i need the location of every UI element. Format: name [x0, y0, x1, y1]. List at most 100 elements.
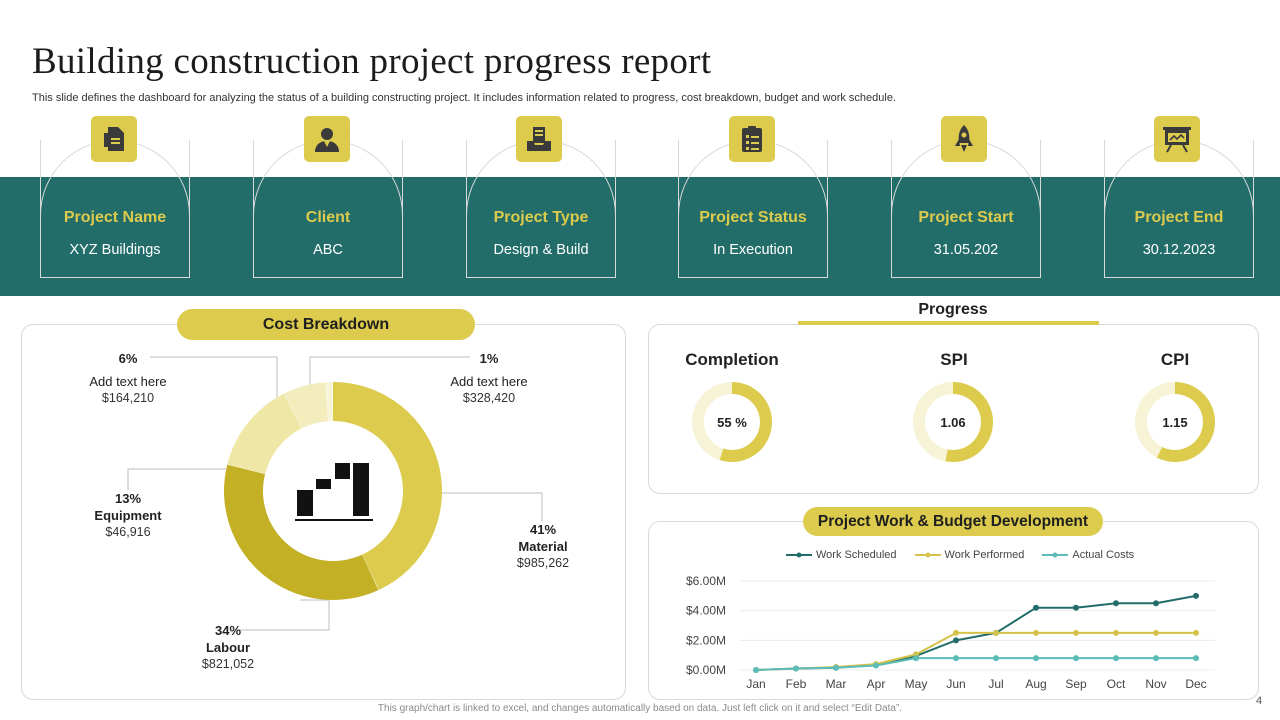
cost-breakdown-title: Cost Breakdown [177, 309, 475, 340]
x-tick-label: Aug [1025, 677, 1046, 691]
x-tick-label: May [905, 677, 928, 691]
document-icon [91, 116, 137, 162]
info-band [0, 177, 1280, 296]
series-line-work-performed [755, 631, 1196, 671]
leader-lines [127, 356, 543, 631]
slice-amount: $164,210 [101, 391, 155, 405]
gauge-value-completion: 55 % [717, 415, 747, 430]
series-point [1153, 629, 1159, 636]
gauge-value-cpi: 1.15 [1162, 415, 1188, 430]
footer-note: This graph/chart is linked to excel, and… [377, 703, 903, 714]
y-tick-label: $0.00M [686, 663, 726, 677]
series-point [1073, 629, 1079, 636]
donut-slice-add-text-here [284, 382, 329, 429]
slice-amount: $328,420 [462, 391, 516, 405]
card-value: Design & Build [493, 242, 589, 258]
series-point [953, 655, 959, 662]
series-point [1073, 655, 1079, 662]
work-budget-line-chart: $0.00M $2.00M $4.00M $6.00M Jan Feb Mar Apr May J… [686, 574, 1215, 691]
gauge-title-cpi: CPI [1160, 350, 1190, 369]
slice-pct: 6% [118, 351, 138, 366]
series-point [873, 662, 879, 669]
legend-label: Work Scheduled [816, 549, 897, 561]
page-number: 4 [1256, 695, 1263, 707]
legend-actual-costs: Actual Costs [1042, 549, 1134, 561]
bar-chart-icon [295, 463, 373, 521]
cost-donut-chart [127, 356, 543, 631]
donut-slice-labour [223, 464, 379, 600]
legend-work-scheduled: Work Scheduled [786, 549, 897, 561]
label-slice-1: 1% Add text here $328,420 [438, 350, 540, 407]
gauge-title-spi: SPI [940, 350, 968, 369]
page-title: Building construction project progress r… [32, 41, 712, 82]
series-point [1033, 604, 1039, 611]
x-tick-label: Dec [1185, 677, 1206, 691]
x-tick-label: Feb [786, 677, 807, 691]
x-tick-label: Mar [826, 677, 847, 691]
slice-pct: 13% [114, 491, 142, 506]
y-tick-label: $6.00M [686, 574, 726, 588]
series-point [1153, 655, 1159, 662]
line-chart-legend: Work Scheduled Work Performed Actual Cos… [786, 549, 1134, 561]
file-tray-icon [516, 116, 562, 162]
series-point [1193, 655, 1199, 662]
slice-name: Add text here [450, 374, 528, 389]
slice-amount: $821,052 [201, 657, 255, 671]
y-tick-label: $4.00M [686, 604, 726, 618]
card-value: XYZ Buildings [69, 242, 161, 258]
series-line-actual-costs [755, 657, 1196, 671]
series-point [953, 629, 959, 636]
label-labour: 34% Labour $821,052 [178, 622, 278, 673]
y-tick-label: $2.00M [686, 633, 726, 647]
slice-name: Add text here [89, 374, 167, 389]
card-value: 31.05.202 [933, 242, 999, 258]
card-label: Project End [1134, 209, 1224, 226]
x-tick-label: Oct [1107, 677, 1126, 691]
card-value: In Execution [713, 242, 793, 258]
x-tick-label: Jul [988, 677, 1003, 691]
rocket-icon [941, 116, 987, 162]
clipboard-checklist-icon [729, 116, 775, 162]
card-label: Project Status [699, 209, 807, 226]
series-point [993, 655, 999, 662]
series-point [953, 637, 959, 644]
slice-pct: 41% [529, 522, 557, 537]
series-point [1113, 600, 1119, 607]
donut-slices [223, 382, 442, 600]
gauge-value-spi: 1.06 [940, 415, 966, 430]
donut-slice-add-text-here [325, 382, 333, 422]
slice-amount: $985,262 [516, 556, 570, 570]
series-point [1033, 629, 1039, 636]
x-tick-label: Jan [746, 677, 765, 691]
series-point [833, 664, 839, 671]
slice-pct: 34% [214, 623, 242, 638]
label-equipment: 13% Equipment $46,916 [78, 490, 178, 541]
series-point [753, 667, 759, 673]
slice-name: Labour [205, 640, 251, 655]
x-tick-label: Apr [867, 677, 886, 691]
label-material: 41% Material $985,262 [493, 521, 593, 572]
progress-gauges [692, 382, 1215, 462]
slice-amount: $46,916 [105, 525, 151, 539]
donut-slice-material [333, 382, 442, 590]
card-project-end: Project End 30.12.2023 [1104, 140, 1254, 278]
x-tick-label: Jun [946, 677, 965, 691]
slice-pct: 1% [479, 351, 499, 366]
card-value: ABC [313, 242, 343, 258]
gauge-title-completion: Completion [685, 350, 779, 369]
series-point [913, 655, 919, 662]
legend-label: Actual Costs [1072, 549, 1135, 561]
progress-underline [798, 321, 1099, 325]
presentation-board-icon [1154, 116, 1200, 162]
series-point [1073, 604, 1079, 611]
card-label: Project Start [918, 209, 1014, 226]
card-label: Project Type [493, 209, 589, 226]
legend-work-performed: Work Performed [914, 549, 1024, 561]
x-tick-label: Nov [1145, 677, 1166, 691]
series-point [993, 629, 999, 636]
page-subtitle: This slide defines the dashboard for ana… [32, 92, 896, 104]
series-point [1193, 629, 1199, 636]
x-tick-label: Sep [1065, 677, 1087, 691]
slice-name: Equipment [94, 508, 162, 523]
progress-panel [648, 324, 1259, 494]
